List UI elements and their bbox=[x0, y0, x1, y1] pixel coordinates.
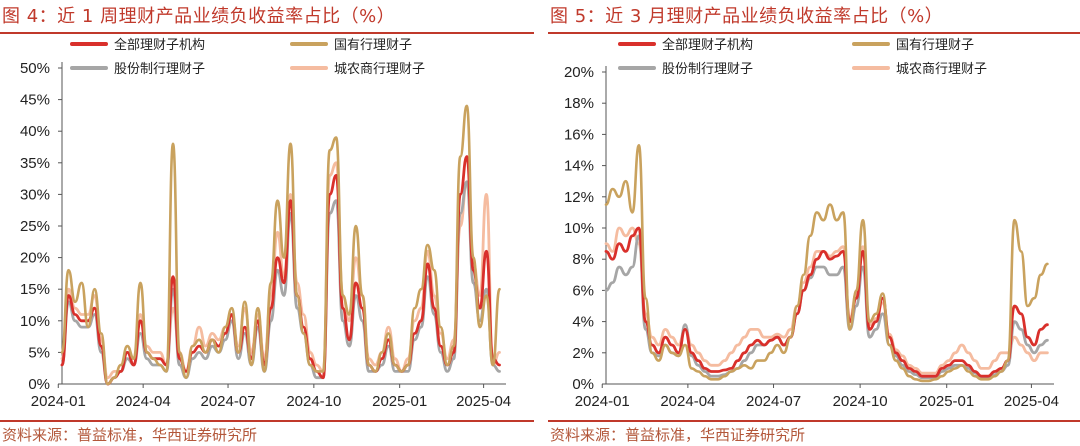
x-tick-label: 2024-10 bbox=[286, 393, 341, 410]
y-tick-label: 16% bbox=[564, 126, 594, 143]
y-tick-label: 30% bbox=[20, 186, 50, 203]
y-tick-label: 35% bbox=[20, 155, 50, 172]
y-tick-label: 40% bbox=[20, 123, 50, 140]
y-tick-label: 8% bbox=[572, 251, 594, 268]
source-note: 资料来源：普益标准，华西证券研究所 bbox=[550, 426, 806, 444]
source-rule bbox=[0, 420, 534, 422]
chart-panel-3month: 图 5：近 3 月理财产品业绩负收益率占比（%） 0% 2% 4% 6% 8% 10% 12… bbox=[548, 0, 1080, 446]
y-tick-label: 4% bbox=[572, 314, 594, 331]
y-tick-label: 25% bbox=[20, 218, 50, 235]
x-tick-label: 2025-04 bbox=[456, 393, 511, 410]
x-tick-label: 2025-01 bbox=[372, 393, 427, 410]
y-tick-label: 15% bbox=[20, 281, 50, 298]
source-rule bbox=[548, 420, 1080, 422]
x-tick-label: 2024-01 bbox=[31, 393, 86, 410]
x-tick-label: 2024-01 bbox=[575, 393, 630, 410]
legend-label-rural: 城农商行理财子 bbox=[896, 62, 987, 77]
y-tick-label: 6% bbox=[572, 282, 594, 299]
chart-title: 图 4：近 1 周理财产品业绩负收益率占比（%） bbox=[2, 6, 396, 27]
y-tick-label: 10% bbox=[20, 313, 50, 330]
y-tick-label: 12% bbox=[564, 189, 594, 206]
y-tick-label: 0% bbox=[28, 376, 50, 393]
source-note: 资料来源：普益标准，华西证券研究所 bbox=[2, 426, 258, 444]
chart-title: 图 5：近 3 月理财产品业绩负收益率占比（%） bbox=[550, 6, 944, 27]
3month-negative-return-chart: 0% 2% 4% 6% 8% 10% 12% 14% 16% 18% 20% 2024-01 2024-… bbox=[564, 37, 1059, 410]
x-tick-label: 2024-04 bbox=[116, 393, 171, 410]
x-tick-label: 2025-04 bbox=[1004, 393, 1059, 410]
y-tick-label: 0% bbox=[572, 376, 594, 393]
x-tick-label: 2024-07 bbox=[746, 393, 801, 410]
series-line-state bbox=[60, 104, 501, 386]
y-tick-label: 45% bbox=[20, 92, 50, 109]
series-line-all bbox=[604, 226, 1049, 378]
x-tick-label: 2025-01 bbox=[919, 393, 974, 410]
legend-label-state: 国有行理财子 bbox=[334, 38, 412, 53]
y-tick-label: 20% bbox=[20, 250, 50, 267]
legend-label-rural: 城农商行理财子 bbox=[334, 62, 425, 77]
legend-label-all: 全部理财子机构 bbox=[662, 37, 753, 53]
title-rule bbox=[548, 32, 1080, 34]
y-tick-label: 20% bbox=[564, 64, 594, 81]
legend-label-all: 全部理财子机构 bbox=[114, 37, 205, 53]
x-tick-label: 2024-07 bbox=[201, 393, 256, 410]
chart-panel-weekly: 图 4：近 1 周理财产品业绩负收益率占比（%） 0% 5% 10% 15% 20% 25… bbox=[0, 0, 534, 446]
series-line-rural bbox=[604, 226, 1049, 375]
y-tick-label: 2% bbox=[572, 345, 594, 362]
y-tick-label: 5% bbox=[28, 344, 50, 361]
title-rule bbox=[0, 32, 534, 34]
y-tick-label: 10% bbox=[564, 220, 594, 237]
x-tick-label: 2024-10 bbox=[833, 393, 888, 410]
legend-label-state: 国有行理财子 bbox=[896, 38, 974, 53]
y-tick-label: 14% bbox=[564, 158, 594, 175]
y-tick-label: 18% bbox=[564, 95, 594, 112]
legend-label-joint: 股份制行理财子 bbox=[114, 62, 205, 77]
y-tick-label: 50% bbox=[20, 60, 50, 77]
weekly-negative-return-chart: 0% 5% 10% 15% 20% 25% 30% 35% 40% 45% 50% 2024-01 20… bbox=[20, 37, 511, 410]
legend-label-joint: 股份制行理财子 bbox=[662, 62, 753, 77]
x-tick-label: 2024-04 bbox=[660, 393, 715, 410]
series-line-state bbox=[604, 144, 1049, 383]
